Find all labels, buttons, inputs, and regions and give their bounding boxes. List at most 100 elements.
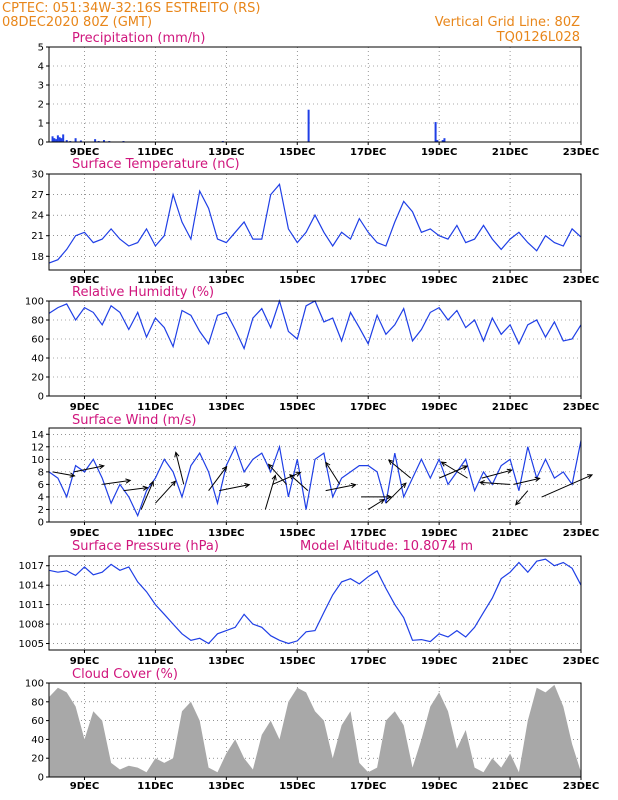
wind-arrow-head: [515, 499, 521, 506]
rh-panel: Relative Humidity (%) 0 20 40 60 80 100 9DEC 11D…: [25, 285, 599, 413]
cloud-xtick-label: 9DEC: [70, 781, 99, 792]
cloud-ytick-label: 40: [31, 735, 44, 746]
cloud-panel: Cloud Cover (%) 0 20 40 60 80 100 9DEC 11DEC 13DE…: [25, 667, 599, 792]
rh-xtick-label: 11DEC: [137, 402, 173, 413]
wind-arrow-head: [379, 498, 386, 504]
wind-xtick-label: 17DEC: [350, 528, 386, 539]
wind-arrow: [480, 481, 511, 485]
rh-xtick-label: 9DEC: [70, 402, 99, 413]
cloud-xtick-label: 21DEC: [492, 781, 528, 792]
pressure-xtick-label: 15DEC: [279, 656, 315, 667]
precip-xtick-label: 13DEC: [208, 147, 244, 158]
precip-bar: [94, 139, 97, 142]
station-label: CPTEC: 051:34W-32:16S ESTREITO (RS): [2, 1, 260, 16]
pressure-ytick-label: 1017: [19, 561, 44, 572]
precip-ytick-label: 5: [38, 43, 44, 54]
rh-xtick-label: 19DEC: [421, 402, 457, 413]
header: CPTEC: 051:34W-32:16S ESTREITO (RS) 08DE…: [2, 1, 580, 45]
wind-arrow: [441, 461, 468, 479]
wind-arrow-head: [125, 478, 132, 484]
pressure-xtick-label: 23DEC: [563, 656, 599, 667]
wind-arrow: [438, 465, 468, 479]
rh-xtick-label: 21DEC: [492, 402, 528, 413]
precip-bar: [65, 140, 68, 142]
cloud-xtick-label: 15DEC: [279, 781, 315, 792]
precip-bar: [434, 122, 437, 142]
wind-xtick-label: 19DEC: [421, 528, 457, 539]
temp-series-line: [48, 182, 582, 264]
rh-title: Relative Humidity (%): [72, 285, 214, 300]
precip-ytick-label: 0: [38, 138, 44, 149]
vertical-grid-line-label: Vertical Grid Line: 80Z: [435, 15, 580, 30]
wind-arrow-head: [325, 461, 331, 468]
precip-bar: [443, 138, 446, 142]
rh-ytick-label: 60: [31, 335, 44, 346]
wind-series-line: [48, 440, 582, 518]
temp-panel: Surface Temperature (nC) 18 21 24 27 30 9DEC 11…: [31, 157, 599, 286]
precip-ytick-label: 2: [38, 100, 44, 111]
wind-arrow: [289, 474, 309, 492]
wind-arrow-head: [401, 482, 407, 489]
pressure-annotation: Model Altitude: 10.8074 m: [300, 539, 473, 554]
precip-bar: [79, 140, 82, 142]
wind-arrow: [208, 466, 228, 491]
temp-ytick-label: 21: [31, 231, 44, 242]
wind-arrow-head: [271, 474, 277, 481]
wind-arrow-head: [295, 471, 302, 477]
wind-xtick-label: 21DEC: [492, 528, 528, 539]
precip-ytick-label: 1: [38, 119, 44, 130]
precip-xtick-label: 23DEC: [563, 147, 599, 158]
temp-xtick-label: 17DEC: [350, 275, 386, 286]
wind-arrow-head: [534, 476, 541, 482]
precip-xtick-label: 11DEC: [137, 147, 173, 158]
precip-bar: [102, 140, 105, 142]
wind-ytick-label: 0: [38, 518, 44, 529]
wind-arrow-head: [586, 474, 594, 480]
rh-ytick-label: 20: [31, 373, 44, 384]
pressure-ytick-label: 1005: [19, 639, 44, 650]
temp-ytick-label: 18: [31, 252, 44, 263]
wind-arrow: [155, 480, 176, 504]
rh-xtick-label: 13DEC: [208, 402, 244, 413]
pressure-panel: Surface Pressure (hPa) Model Altitude: 10…: [19, 539, 600, 667]
rh-ytick-label: 80: [31, 316, 44, 327]
wind-ytick-label: 4: [38, 492, 44, 503]
wind-arrow-head: [267, 463, 274, 470]
wind-xtick-label: 9DEC: [70, 528, 99, 539]
temp-ytick-label: 24: [31, 211, 44, 222]
cloud-area: [49, 684, 581, 777]
temp-xtick-label: 23DEC: [563, 275, 599, 286]
precip-xtick-label: 15DEC: [279, 147, 315, 158]
wind-xtick-label: 15DEC: [279, 528, 315, 539]
wind-arrow: [325, 462, 341, 485]
wind-arrow: [175, 452, 185, 485]
rh-frame: [48, 300, 582, 397]
wind-title: Surface Wind (m/s): [72, 413, 196, 428]
rh-xtick-label: 23DEC: [563, 402, 599, 413]
pressure-title: Surface Pressure (hPa): [72, 539, 219, 554]
precip-xtick-label: 21DEC: [492, 147, 528, 158]
temp-xtick-label: 11DEC: [137, 275, 173, 286]
cloud-ytick-label: 100: [25, 679, 44, 690]
cloud-xtick-label: 19DEC: [421, 781, 457, 792]
precip-bar: [56, 135, 59, 142]
precip-bar: [60, 138, 63, 142]
precip-bar: [436, 140, 439, 142]
precip-ytick-label: 4: [38, 62, 44, 73]
wind-arrow: [325, 484, 356, 492]
wind-arrow-head: [506, 468, 513, 474]
wind-arrow: [219, 484, 250, 492]
precip-bar: [62, 134, 65, 142]
precip-bar: [307, 109, 310, 142]
temp-ytick-label: 27: [31, 190, 44, 201]
precip-bar: [58, 137, 61, 142]
cloud-xtick-label: 13DEC: [208, 781, 244, 792]
wind-arrow: [268, 464, 287, 485]
wind-arrow-head: [142, 485, 149, 491]
temp-title: Surface Temperature (nC): [72, 157, 240, 172]
pressure-ytick-label: 1014: [19, 581, 44, 592]
wind-ytick-label: 14: [31, 430, 44, 441]
temp-frame: [48, 173, 582, 271]
